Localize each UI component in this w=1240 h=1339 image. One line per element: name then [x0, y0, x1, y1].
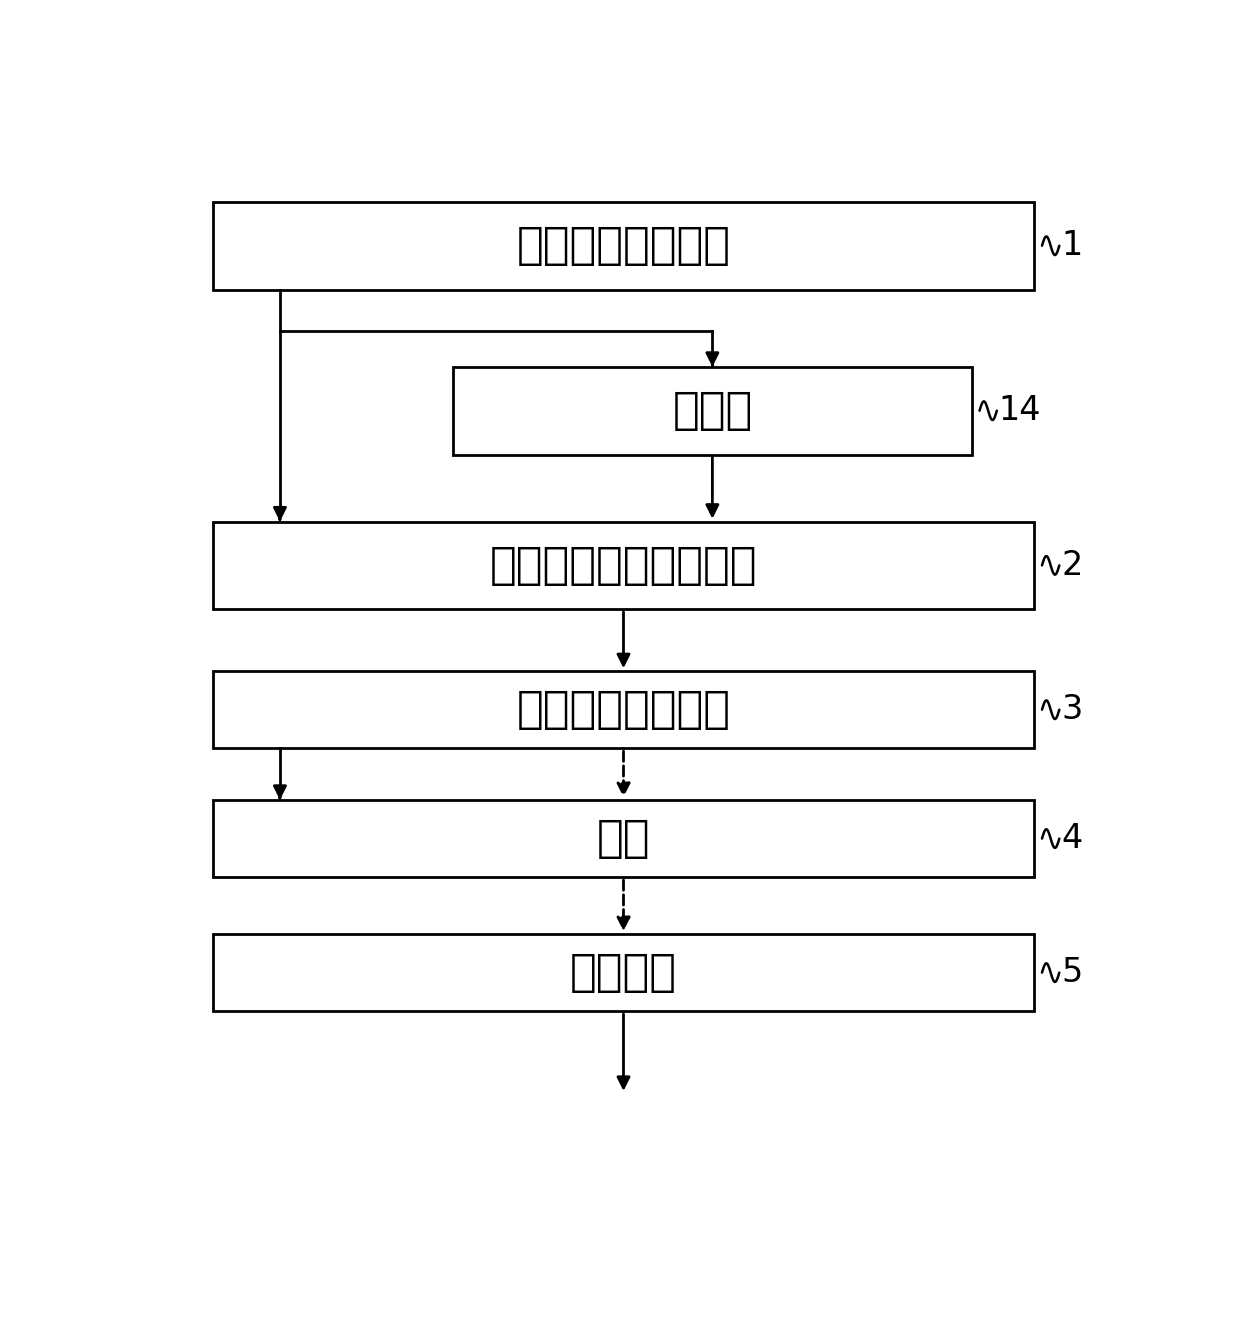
- Text: 表面修整: 表面修整: [570, 951, 677, 994]
- Text: 木质素的部分提取: 木质素的部分提取: [517, 224, 730, 268]
- Bar: [453, 367, 972, 454]
- Bar: [213, 671, 1034, 749]
- Text: 4: 4: [1061, 822, 1083, 856]
- Bar: [213, 522, 1034, 609]
- Text: 施压: 施压: [596, 817, 650, 860]
- Text: 官能化: 官能化: [672, 390, 753, 432]
- Text: 填充化合物的固定: 填充化合物的固定: [517, 688, 730, 731]
- Bar: [213, 202, 1034, 289]
- Bar: [213, 799, 1034, 877]
- Text: 5: 5: [1061, 956, 1083, 990]
- Text: 利用填充化合物的填充: 利用填充化合物的填充: [490, 544, 758, 586]
- Text: 2: 2: [1061, 549, 1083, 582]
- Text: 3: 3: [1061, 694, 1083, 726]
- Bar: [213, 935, 1034, 1011]
- Text: 14: 14: [998, 394, 1042, 427]
- Text: 1: 1: [1061, 229, 1083, 262]
